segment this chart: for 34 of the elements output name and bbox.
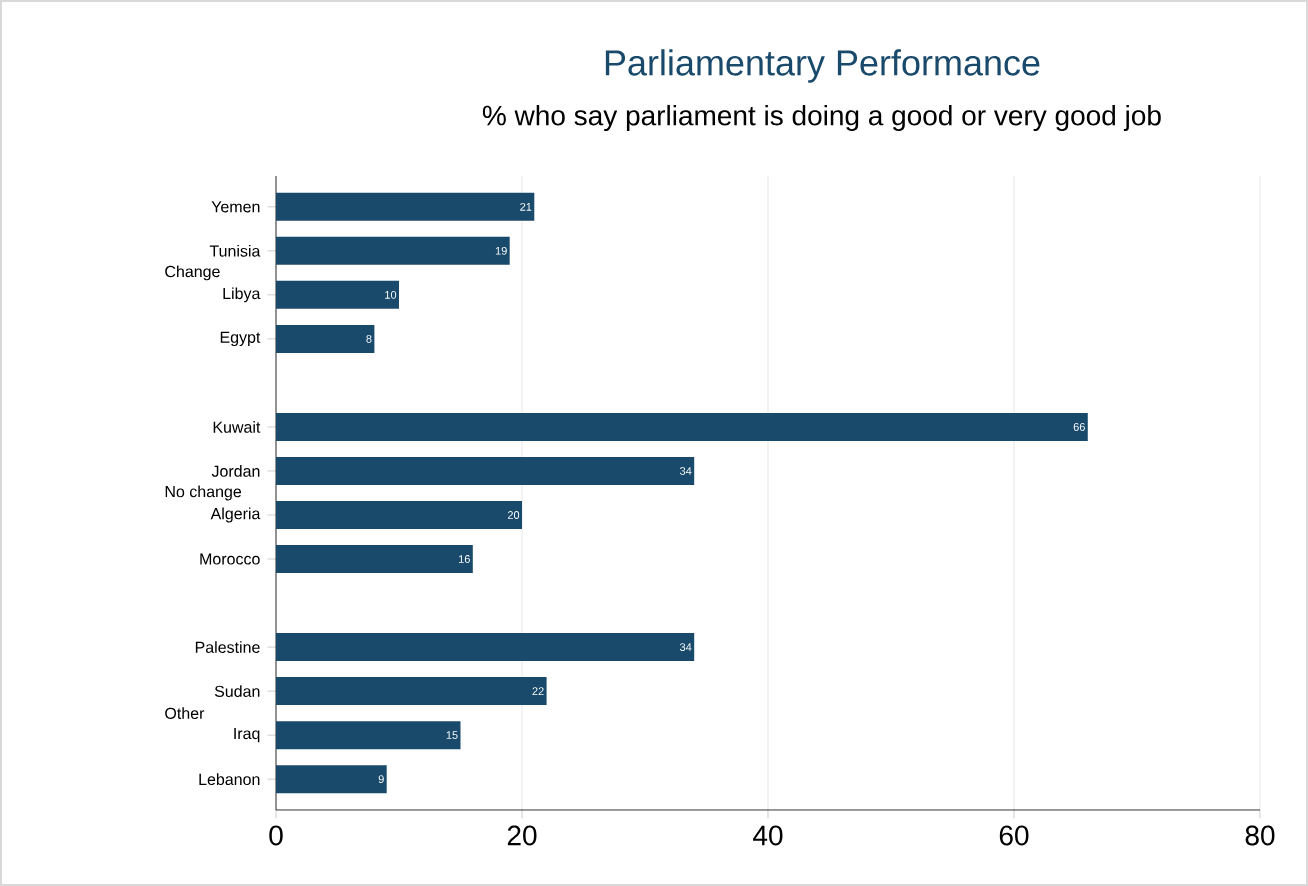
- x-tick-label: 80: [1245, 825, 1275, 846]
- y-tick-label: Egypt: [220, 331, 261, 347]
- bar: [276, 765, 387, 794]
- x-tick-label: 0: [269, 825, 283, 846]
- bar: [276, 412, 1088, 441]
- y-tick-label: Libya: [223, 287, 261, 303]
- bar: [276, 236, 510, 265]
- x-tick-label: 20: [507, 825, 537, 846]
- y-tick-label: Jordan: [211, 465, 260, 477]
- y-tick-label: Tunisia: [209, 244, 261, 257]
- y-tick-label: Kuwait: [213, 421, 261, 433]
- bar: [276, 192, 535, 221]
- y-tick-label: Algeria: [210, 507, 261, 523]
- chart-subtitle: % who say parliament is doing a good or very good job: [482, 104, 1161, 132]
- y-tick-label: Sudan: [214, 685, 260, 697]
- y-tick-label: Iraq: [234, 727, 260, 743]
- bar: [276, 545, 473, 574]
- bar: [276, 677, 547, 706]
- text: Change: [165, 265, 220, 281]
- y-tick-label: Morocco: [200, 553, 260, 565]
- bar: [276, 500, 522, 529]
- y-tick-label: Yemen: [211, 201, 260, 213]
- text: Other: [165, 707, 205, 719]
- bar: [276, 633, 695, 662]
- y-tick-label: Lebanon: [199, 773, 260, 786]
- bar: [276, 456, 695, 485]
- bar: [276, 324, 375, 353]
- x-tick-label: 40: [753, 825, 783, 846]
- x-tick-label: 60: [999, 825, 1029, 846]
- text: No change: [165, 485, 242, 501]
- bar: [276, 721, 461, 750]
- bar: [276, 280, 400, 309]
- chart-title: Parliamentary Performance: [605, 49, 1040, 83]
- y-tick-label: Palestine: [195, 641, 260, 653]
